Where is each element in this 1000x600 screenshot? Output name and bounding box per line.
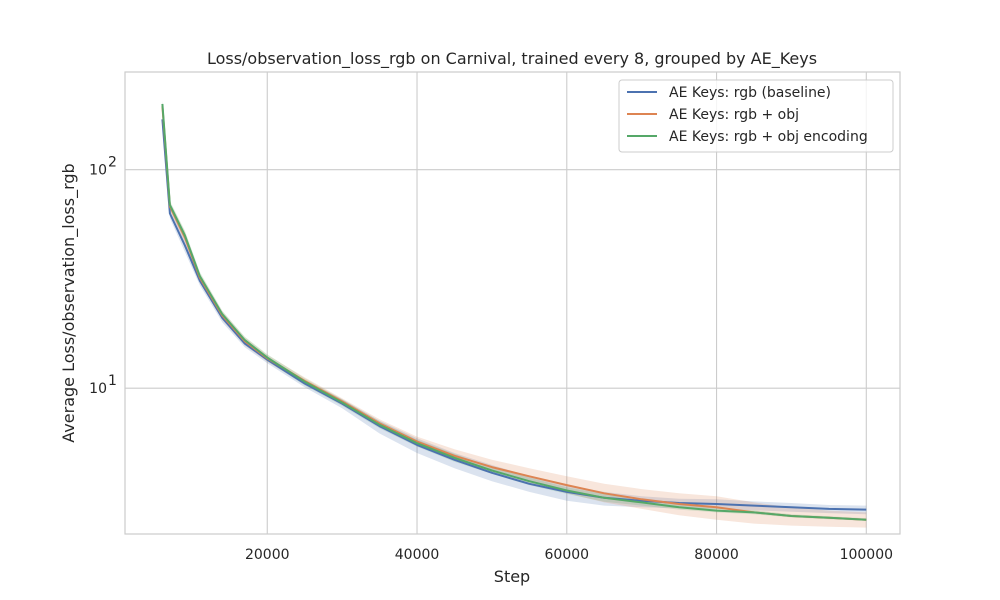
line-rgb-obj-encoding (161, 103, 867, 521)
plot-frame (124, 71, 901, 535)
y-axis-label: Average Loss/observation_loss_rgb (59, 163, 79, 442)
series-lines (161, 103, 867, 521)
x-tick-label: 80000 (694, 547, 739, 563)
legend: AE Keys: rgb (baseline) AE Keys: rgb + ob… (618, 79, 894, 153)
x-axis-ticks: 20000 40000 60000 80000 100000 (245, 547, 893, 563)
y-tick-exponent: 1 (108, 373, 117, 389)
line-baseline (161, 119, 867, 511)
legend-label-rgb-obj-encoding: AE Keys: rgb + obj encoding (669, 129, 868, 145)
legend-box (618, 79, 894, 153)
legend-label-rgb-obj: AE Keys: rgb + obj (669, 107, 799, 123)
legend-label-baseline: AE Keys: rgb (baseline) (669, 85, 831, 101)
x-axis-label: Step (494, 567, 530, 586)
y-tick-label: 10 (89, 163, 107, 179)
x-tick-label: 60000 (545, 547, 590, 563)
chart-title: Loss/observation_loss_rgb on Carnival, t… (207, 49, 817, 69)
y-tick-label: 10 (89, 381, 107, 397)
x-tick-label: 100000 (840, 547, 893, 563)
x-tick-label: 40000 (395, 547, 440, 563)
y-tick-exponent: 2 (108, 155, 117, 171)
x-tick-label: 20000 (245, 547, 290, 563)
